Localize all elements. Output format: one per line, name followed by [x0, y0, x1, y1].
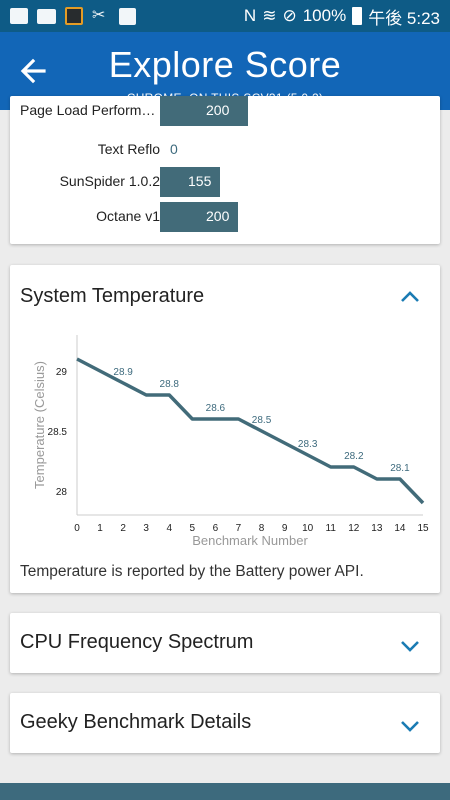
status-bar: ✂ N ≋ ⊘ 100% 午後 5:23	[0, 0, 450, 32]
clock: 午後 5:23	[368, 8, 440, 28]
mute-icon: ⊘	[282, 6, 297, 25]
card-title: CPU Frequency Spectrum	[20, 631, 254, 653]
benchmark-row: Octane v1 200	[10, 202, 440, 232]
x-tick-label: 13	[371, 523, 383, 534]
benchmark-value: 0	[170, 141, 178, 157]
app-icon	[65, 7, 83, 25]
nfc-icon: N	[243, 6, 257, 25]
benchmark-label: Text Reflo	[97, 141, 160, 157]
back-arrow-icon	[20, 58, 46, 84]
x-tick-label: 2	[120, 523, 126, 534]
benchmark-label: Octane v1	[96, 208, 160, 224]
card-title: Geeky Benchmark Details	[20, 711, 252, 733]
card-title: System Temperature	[20, 285, 205, 307]
wifi-icon: ≋	[262, 6, 277, 25]
collapse-button[interactable]	[400, 283, 420, 309]
x-tick-label: 5	[190, 523, 196, 534]
x-tick-label: 15	[417, 523, 429, 534]
tools-icon: ✂	[92, 7, 106, 24]
benchmark-bar	[160, 167, 220, 197]
x-axis-title: Benchmark Number	[192, 533, 308, 548]
data-label: 28.2	[344, 451, 364, 462]
note-icon	[119, 7, 136, 25]
data-label: 28.8	[160, 379, 180, 390]
benchmark-bar	[160, 96, 248, 126]
expand-button[interactable]	[400, 713, 420, 739]
y-axis-title: Temperature (Celsius)	[32, 361, 47, 489]
x-tick-label: 14	[394, 523, 406, 534]
temperature-series-line	[76, 357, 425, 505]
back-button[interactable]	[14, 52, 52, 90]
data-label: 28.1	[390, 463, 410, 474]
benchmark-value: 200	[206, 208, 230, 224]
x-tick-label: 10	[302, 523, 314, 534]
cpu-frequency-card[interactable]: CPU Frequency Spectrum	[10, 613, 440, 673]
x-tick-label: 0	[74, 523, 80, 534]
benchmark-value: 155	[188, 173, 212, 189]
data-label: 28.6	[206, 403, 226, 414]
x-tick-label: 9	[282, 523, 288, 534]
benchmark-value: 200	[206, 102, 230, 118]
battery-percent: 100%	[302, 6, 347, 25]
data-label: 28.5	[252, 415, 272, 426]
data-label: 28.3	[298, 439, 318, 450]
image-icon	[37, 8, 56, 24]
x-tick-label: 7	[236, 523, 242, 534]
system-temperature-card: System Temperature 29 28.5 28 0 1 2 3 4 5 6 7 8 9 10 1…	[10, 265, 440, 593]
chevron-down-icon	[401, 721, 419, 732]
page-title: Explore Score	[108, 44, 342, 85]
x-tick-label: 4	[166, 523, 172, 534]
bottom-bar	[0, 783, 450, 800]
benchmark-label: Page Load Performa…	[20, 102, 160, 118]
benchmark-bar	[160, 202, 238, 232]
y-tick-label: 29	[56, 367, 68, 378]
expand-button[interactable]	[400, 633, 420, 659]
battery-icon	[352, 7, 363, 25]
benchmark-row: Page Load Performa… 200	[10, 96, 440, 126]
benchmark-label: SunSpider 1.0.2	[59, 173, 160, 189]
benchmark-results-card: Page Load Performa… 200 Text Reflo 0 Sun…	[10, 96, 440, 244]
x-tick-label: 1	[97, 523, 103, 534]
x-tick-label: 6	[213, 523, 219, 534]
notification-icons: ✂	[10, 7, 136, 25]
y-tick-label: 28	[56, 487, 68, 498]
data-label: 28.9	[113, 367, 133, 378]
benchmark-row: SunSpider 1.0.2 155	[10, 167, 440, 197]
system-icons: N ≋ ⊘ 100% 午後 5:23	[244, 4, 440, 29]
x-tick-label: 3	[143, 523, 149, 534]
benchmark-row: Text Reflo 0	[10, 135, 440, 165]
chevron-up-icon	[401, 291, 419, 302]
x-tick-label: 12	[348, 523, 360, 534]
geeky-benchmark-card[interactable]: Geeky Benchmark Details	[10, 693, 440, 753]
sim-icon	[10, 8, 28, 24]
x-tick-label: 8	[259, 523, 265, 534]
x-tick-label: 11	[326, 523, 337, 534]
chevron-down-icon	[401, 641, 419, 652]
y-tick-label: 28.5	[48, 427, 68, 438]
temperature-footnote: Temperature is reported by the Battery p…	[20, 563, 364, 580]
